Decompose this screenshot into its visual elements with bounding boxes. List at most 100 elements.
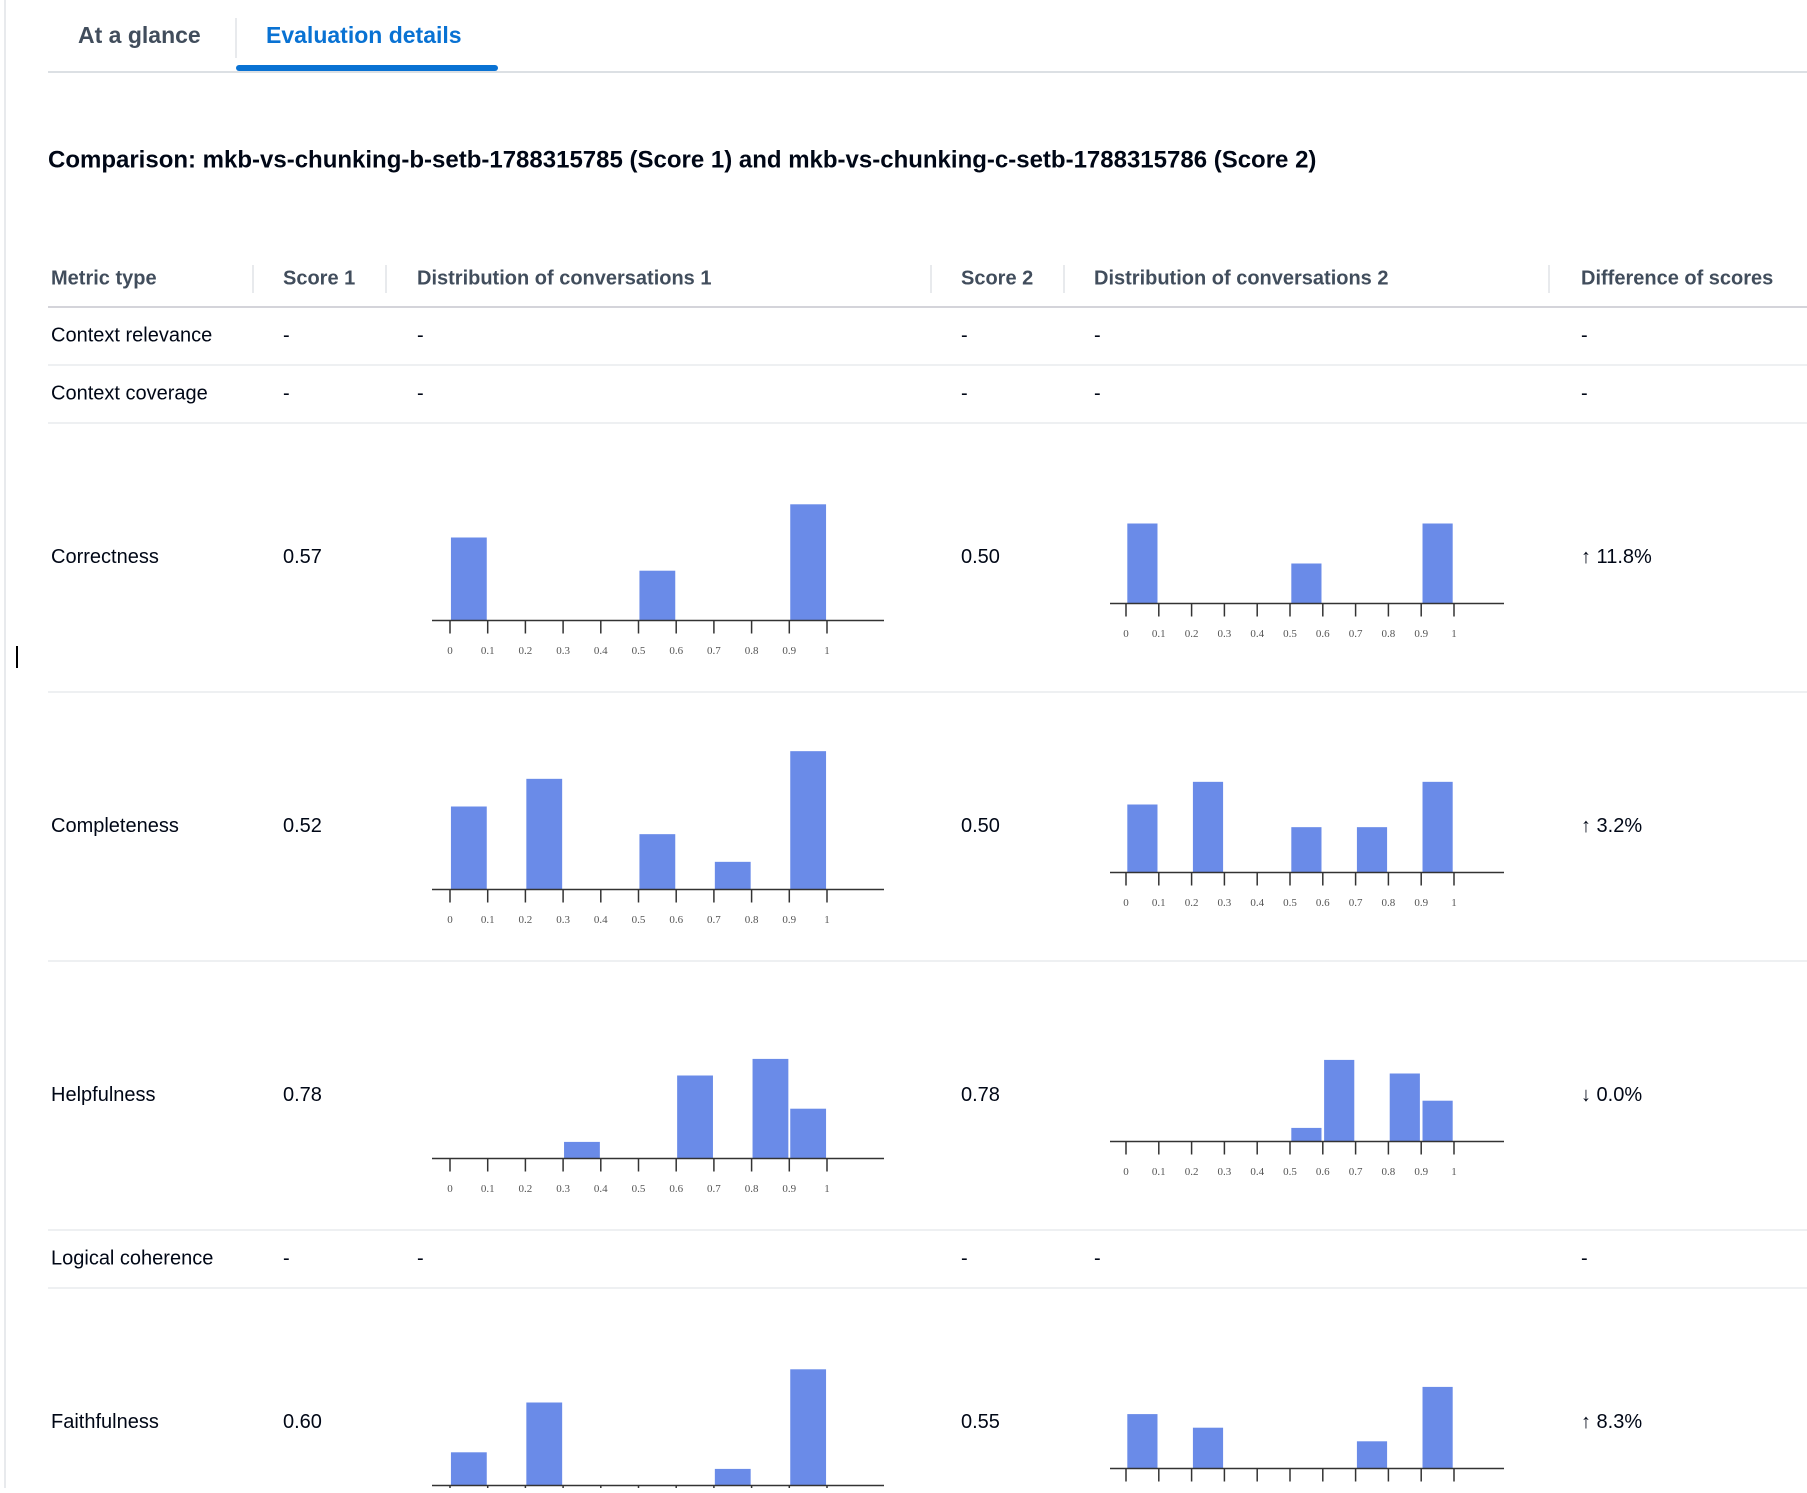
score: 0.78 bbox=[961, 1084, 1000, 1106]
bar bbox=[752, 1058, 789, 1159]
bar bbox=[1356, 1441, 1388, 1469]
bar bbox=[450, 1452, 487, 1486]
bar bbox=[639, 834, 676, 890]
tick-label: 1 bbox=[824, 645, 830, 657]
bar bbox=[1422, 523, 1453, 604]
tick-label: 0.1 bbox=[1152, 897, 1166, 909]
tick-label: 0.7 bbox=[707, 914, 721, 926]
tick-label: 0.4 bbox=[1250, 897, 1264, 909]
metric: Faithfulness bbox=[51, 1411, 159, 1433]
tick-label: 0.7 bbox=[1349, 1166, 1363, 1178]
title: Comparison: mkb-vs-chunking-b-setb-17883… bbox=[48, 146, 1316, 173]
tick-label: 0 bbox=[1123, 1166, 1129, 1178]
bar bbox=[1356, 827, 1388, 873]
tick-label: 0.1 bbox=[481, 1183, 495, 1195]
tick-label: 0.9 bbox=[782, 1183, 796, 1195]
tick-label: 0.3 bbox=[556, 645, 570, 657]
difference: - bbox=[1581, 382, 1588, 404]
bar bbox=[714, 1468, 751, 1486]
tick-label: 0.6 bbox=[1316, 628, 1330, 640]
tick-label: 0.5 bbox=[632, 645, 646, 657]
tick-label: 0.2 bbox=[1185, 628, 1199, 640]
column-header: Metric type bbox=[51, 267, 157, 289]
tick-label: 1 bbox=[824, 914, 830, 926]
distribution: - bbox=[417, 324, 424, 346]
tick-label: 0.5 bbox=[1283, 1166, 1297, 1178]
bar bbox=[1127, 523, 1158, 604]
tick-label: 0.8 bbox=[1382, 628, 1396, 640]
tick-label: 0 bbox=[447, 645, 453, 657]
bar bbox=[790, 1108, 827, 1159]
bar bbox=[1422, 1100, 1453, 1142]
bar bbox=[1192, 781, 1224, 873]
distribution: - bbox=[1094, 382, 1101, 404]
tick-label: 0.7 bbox=[1349, 628, 1363, 640]
tick-label: 0.2 bbox=[519, 1183, 533, 1195]
bar bbox=[564, 1141, 600, 1159]
bar bbox=[1127, 804, 1158, 873]
tick-label: 0.6 bbox=[669, 914, 683, 926]
tick-label: 0.9 bbox=[1414, 1166, 1428, 1178]
tick-label: 0.2 bbox=[519, 645, 533, 657]
tick-label: 0.3 bbox=[556, 1183, 570, 1195]
score: - bbox=[283, 324, 290, 346]
tick-label: 0.7 bbox=[707, 645, 721, 657]
score: - bbox=[961, 382, 968, 404]
score: 0.52 bbox=[283, 815, 322, 837]
tick-label: 0.6 bbox=[1316, 897, 1330, 909]
tab[interactable]: At a glance bbox=[78, 22, 201, 48]
bar bbox=[790, 751, 827, 890]
bar bbox=[450, 537, 487, 621]
bar bbox=[1192, 1427, 1224, 1469]
tick-label: 0.3 bbox=[1218, 897, 1232, 909]
difference: ↑ 11.8% bbox=[1581, 546, 1652, 568]
score: 0.50 bbox=[961, 815, 1000, 837]
score: 0.60 bbox=[283, 1411, 322, 1433]
tick-label: 0.6 bbox=[1316, 1166, 1330, 1178]
tick-label: 0.3 bbox=[556, 914, 570, 926]
score: - bbox=[283, 382, 290, 404]
tick-label: 0 bbox=[1123, 628, 1129, 640]
metric: Logical coherence bbox=[51, 1247, 213, 1269]
bar bbox=[1422, 781, 1453, 873]
bar bbox=[526, 1402, 563, 1486]
tick-label: 0.7 bbox=[707, 1183, 721, 1195]
tick-label: 0 bbox=[1123, 897, 1129, 909]
tick-label: 1 bbox=[1451, 1166, 1457, 1178]
tick-label: 0.8 bbox=[745, 1183, 759, 1195]
tick-label: 0.4 bbox=[594, 1183, 608, 1195]
tick-label: 0.4 bbox=[594, 645, 608, 657]
tick-label: 0.2 bbox=[1185, 897, 1199, 909]
tab-active[interactable]: Evaluation details bbox=[266, 22, 462, 48]
tick-label: 0.8 bbox=[745, 645, 759, 657]
bar bbox=[677, 1075, 713, 1159]
distribution: - bbox=[1094, 1247, 1101, 1269]
tick-label: 0.4 bbox=[1250, 628, 1264, 640]
tick-label: 0 bbox=[447, 914, 453, 926]
tick-label: 0.1 bbox=[1152, 628, 1166, 640]
column-header: Distribution of conversations 2 bbox=[1094, 267, 1388, 289]
bar bbox=[1291, 1127, 1322, 1142]
difference: ↑ 8.3% bbox=[1581, 1411, 1642, 1433]
bar bbox=[1127, 1414, 1158, 1469]
tick-label: 0.8 bbox=[1382, 1166, 1396, 1178]
score: 0.55 bbox=[961, 1411, 1000, 1433]
tick-label: 0.6 bbox=[669, 645, 683, 657]
distribution: - bbox=[417, 1247, 424, 1269]
bar bbox=[714, 861, 751, 890]
tick-label: 0.9 bbox=[1414, 897, 1428, 909]
tick-label: 0.5 bbox=[632, 914, 646, 926]
bar bbox=[526, 778, 563, 890]
tick-label: 0.5 bbox=[1283, 897, 1297, 909]
tick-label: 0.2 bbox=[519, 914, 533, 926]
tick-label: 1 bbox=[824, 1183, 830, 1195]
column-header: Score 2 bbox=[961, 267, 1033, 289]
tick-label: 0.1 bbox=[481, 645, 495, 657]
tick-label: 0.6 bbox=[669, 1183, 683, 1195]
difference: ↓ 0.0% bbox=[1581, 1084, 1642, 1106]
tick-label: 0.4 bbox=[1250, 1166, 1264, 1178]
tick-label: 0.5 bbox=[632, 1183, 646, 1195]
bar bbox=[1291, 563, 1322, 604]
score: 0.50 bbox=[961, 546, 1000, 568]
